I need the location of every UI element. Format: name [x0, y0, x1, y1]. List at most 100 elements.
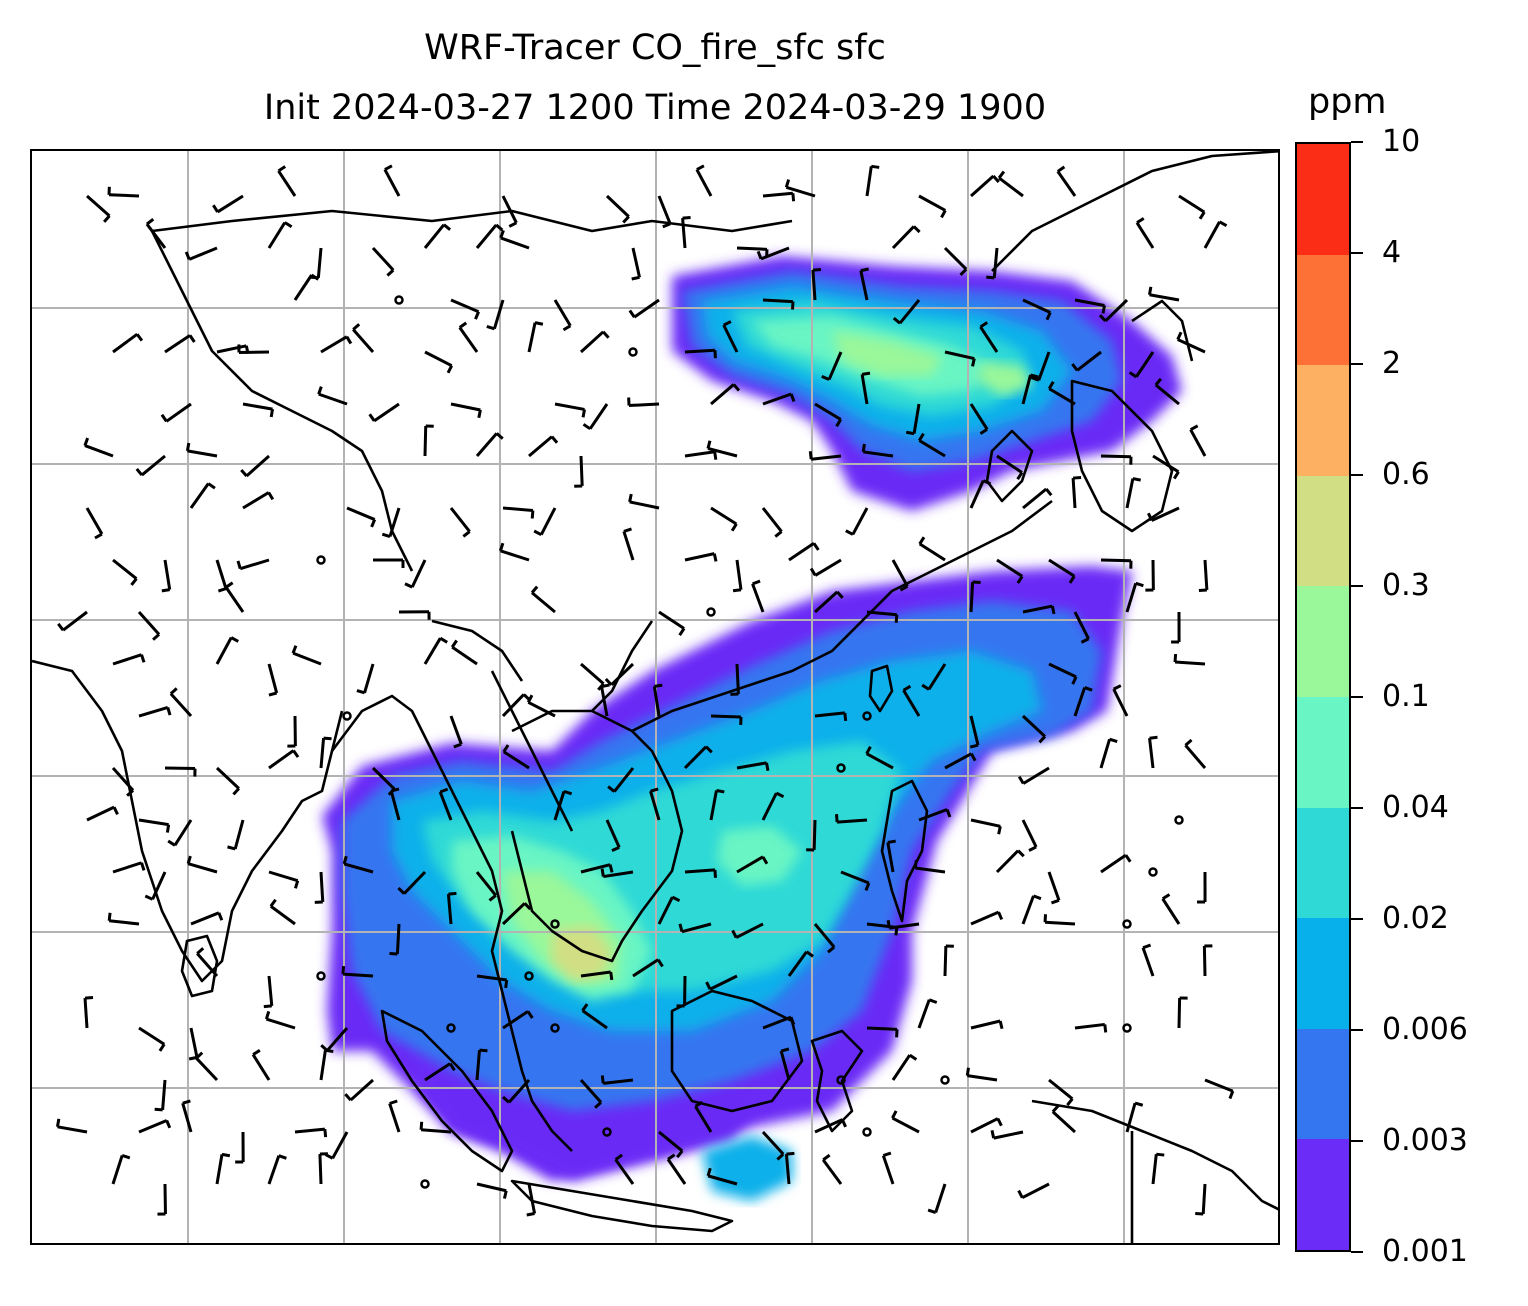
wind-barb — [979, 321, 999, 353]
co-concentration-field — [322, 256, 1182, 1201]
calm-circle — [940, 1075, 950, 1085]
wind-barb — [186, 855, 218, 874]
wind-barb — [154, 1079, 167, 1112]
wind-barb — [112, 653, 146, 666]
wind-barb — [227, 819, 245, 851]
wind-barb — [1071, 476, 1082, 509]
wind-barb — [684, 552, 718, 562]
wind-barb — [604, 662, 635, 686]
wind-barb — [784, 1151, 795, 1185]
wind-barb — [1145, 559, 1155, 592]
wind-barb — [813, 590, 844, 614]
wind-barb — [341, 966, 374, 978]
wind-barb — [112, 558, 138, 586]
wind-barb — [658, 1130, 684, 1159]
wind-barb — [215, 1152, 231, 1185]
colorbar-tick — [1351, 918, 1363, 920]
wind-barb — [85, 507, 104, 540]
wind-barb — [865, 164, 880, 197]
colorbar-tick-label: 10 — [1382, 124, 1421, 159]
wind-barb — [1147, 506, 1180, 522]
wind-barb — [389, 923, 401, 956]
colorbar-tick-label: 2 — [1382, 346, 1402, 381]
wind-barb — [138, 1026, 166, 1052]
wind-barb — [169, 687, 193, 718]
wind-barb — [475, 871, 497, 902]
calm-circle — [316, 971, 326, 981]
wind-barb — [1047, 381, 1076, 406]
wind-barb — [710, 506, 738, 532]
calm-circle — [446, 1023, 456, 1033]
wind-barb — [267, 1154, 287, 1185]
wind-barb — [710, 714, 743, 726]
wind-barb — [196, 947, 219, 977]
wind-barb — [600, 683, 610, 717]
wind-barb — [450, 402, 482, 419]
wind-barb — [581, 1003, 608, 1030]
wind-barb — [160, 402, 192, 423]
wind-barb — [683, 745, 713, 770]
wind-barb — [1202, 944, 1213, 977]
wind-barb — [1178, 194, 1206, 220]
coastline-segment — [510, 709, 684, 963]
calm-circle — [550, 919, 560, 929]
wind-barb — [814, 711, 848, 722]
wind-barb — [1154, 377, 1180, 406]
co-contour-band — [977, 361, 1032, 396]
wind-barb — [381, 507, 401, 539]
wind-barb — [264, 1010, 296, 1030]
wind-barb — [813, 923, 836, 954]
wind-barb — [189, 482, 216, 509]
coastline-segment — [670, 989, 804, 1113]
calm-circle — [394, 295, 404, 305]
wind-barb — [184, 246, 218, 261]
wind-barb — [970, 818, 1002, 835]
wind-barb — [530, 585, 556, 614]
wind-barb — [756, 246, 790, 261]
wind-barb — [986, 247, 999, 280]
wind-barb — [970, 1117, 1003, 1134]
wind-barb — [762, 392, 796, 406]
calm-circle — [706, 607, 716, 617]
wind-barb — [845, 507, 869, 536]
wind-barb — [371, 246, 395, 277]
wind-barb — [167, 819, 193, 847]
wind-barb — [580, 863, 614, 874]
wind-barb — [112, 333, 144, 354]
wind-barb — [161, 559, 172, 593]
colorbar-tick — [1351, 252, 1363, 254]
wind-barb — [195, 1051, 219, 1082]
wind-barb — [458, 321, 479, 353]
wind-barb — [1073, 611, 1090, 644]
wind-barb — [388, 1099, 401, 1133]
wind-barb — [1177, 996, 1188, 1029]
wind-barb — [918, 194, 947, 219]
wind-barb — [83, 996, 94, 1029]
wind-barb — [1051, 1104, 1077, 1134]
wind-barb — [181, 1099, 193, 1133]
calm-circle — [1148, 867, 1158, 877]
wind-barb — [762, 298, 795, 310]
calm-circle — [1122, 919, 1132, 929]
wind-barb — [921, 663, 947, 691]
wind-barb — [761, 791, 785, 821]
wind-barb — [107, 912, 140, 926]
wind-barb — [57, 610, 88, 632]
wind-barb — [398, 610, 431, 620]
wind-barb — [476, 1182, 508, 1199]
wind-barb — [1147, 286, 1180, 302]
wind-barb — [614, 1153, 635, 1185]
coastline-segment — [1131, 299, 1194, 362]
wind-barb — [157, 1183, 167, 1216]
wind-barb — [268, 870, 300, 889]
chart-subtitle: Init 2024-03-27 1200 Time 2024-03-29 190… — [263, 88, 1047, 128]
wind-barb — [1125, 1101, 1144, 1133]
wind-barb — [784, 179, 816, 198]
wind-barb — [1017, 1182, 1050, 1199]
wind-barb — [600, 1075, 634, 1085]
wind-barb — [969, 715, 980, 749]
wind-barb — [1100, 558, 1133, 569]
wind-barb — [709, 789, 725, 821]
calm-circle — [862, 1127, 872, 1137]
wind-barb — [1203, 220, 1228, 249]
